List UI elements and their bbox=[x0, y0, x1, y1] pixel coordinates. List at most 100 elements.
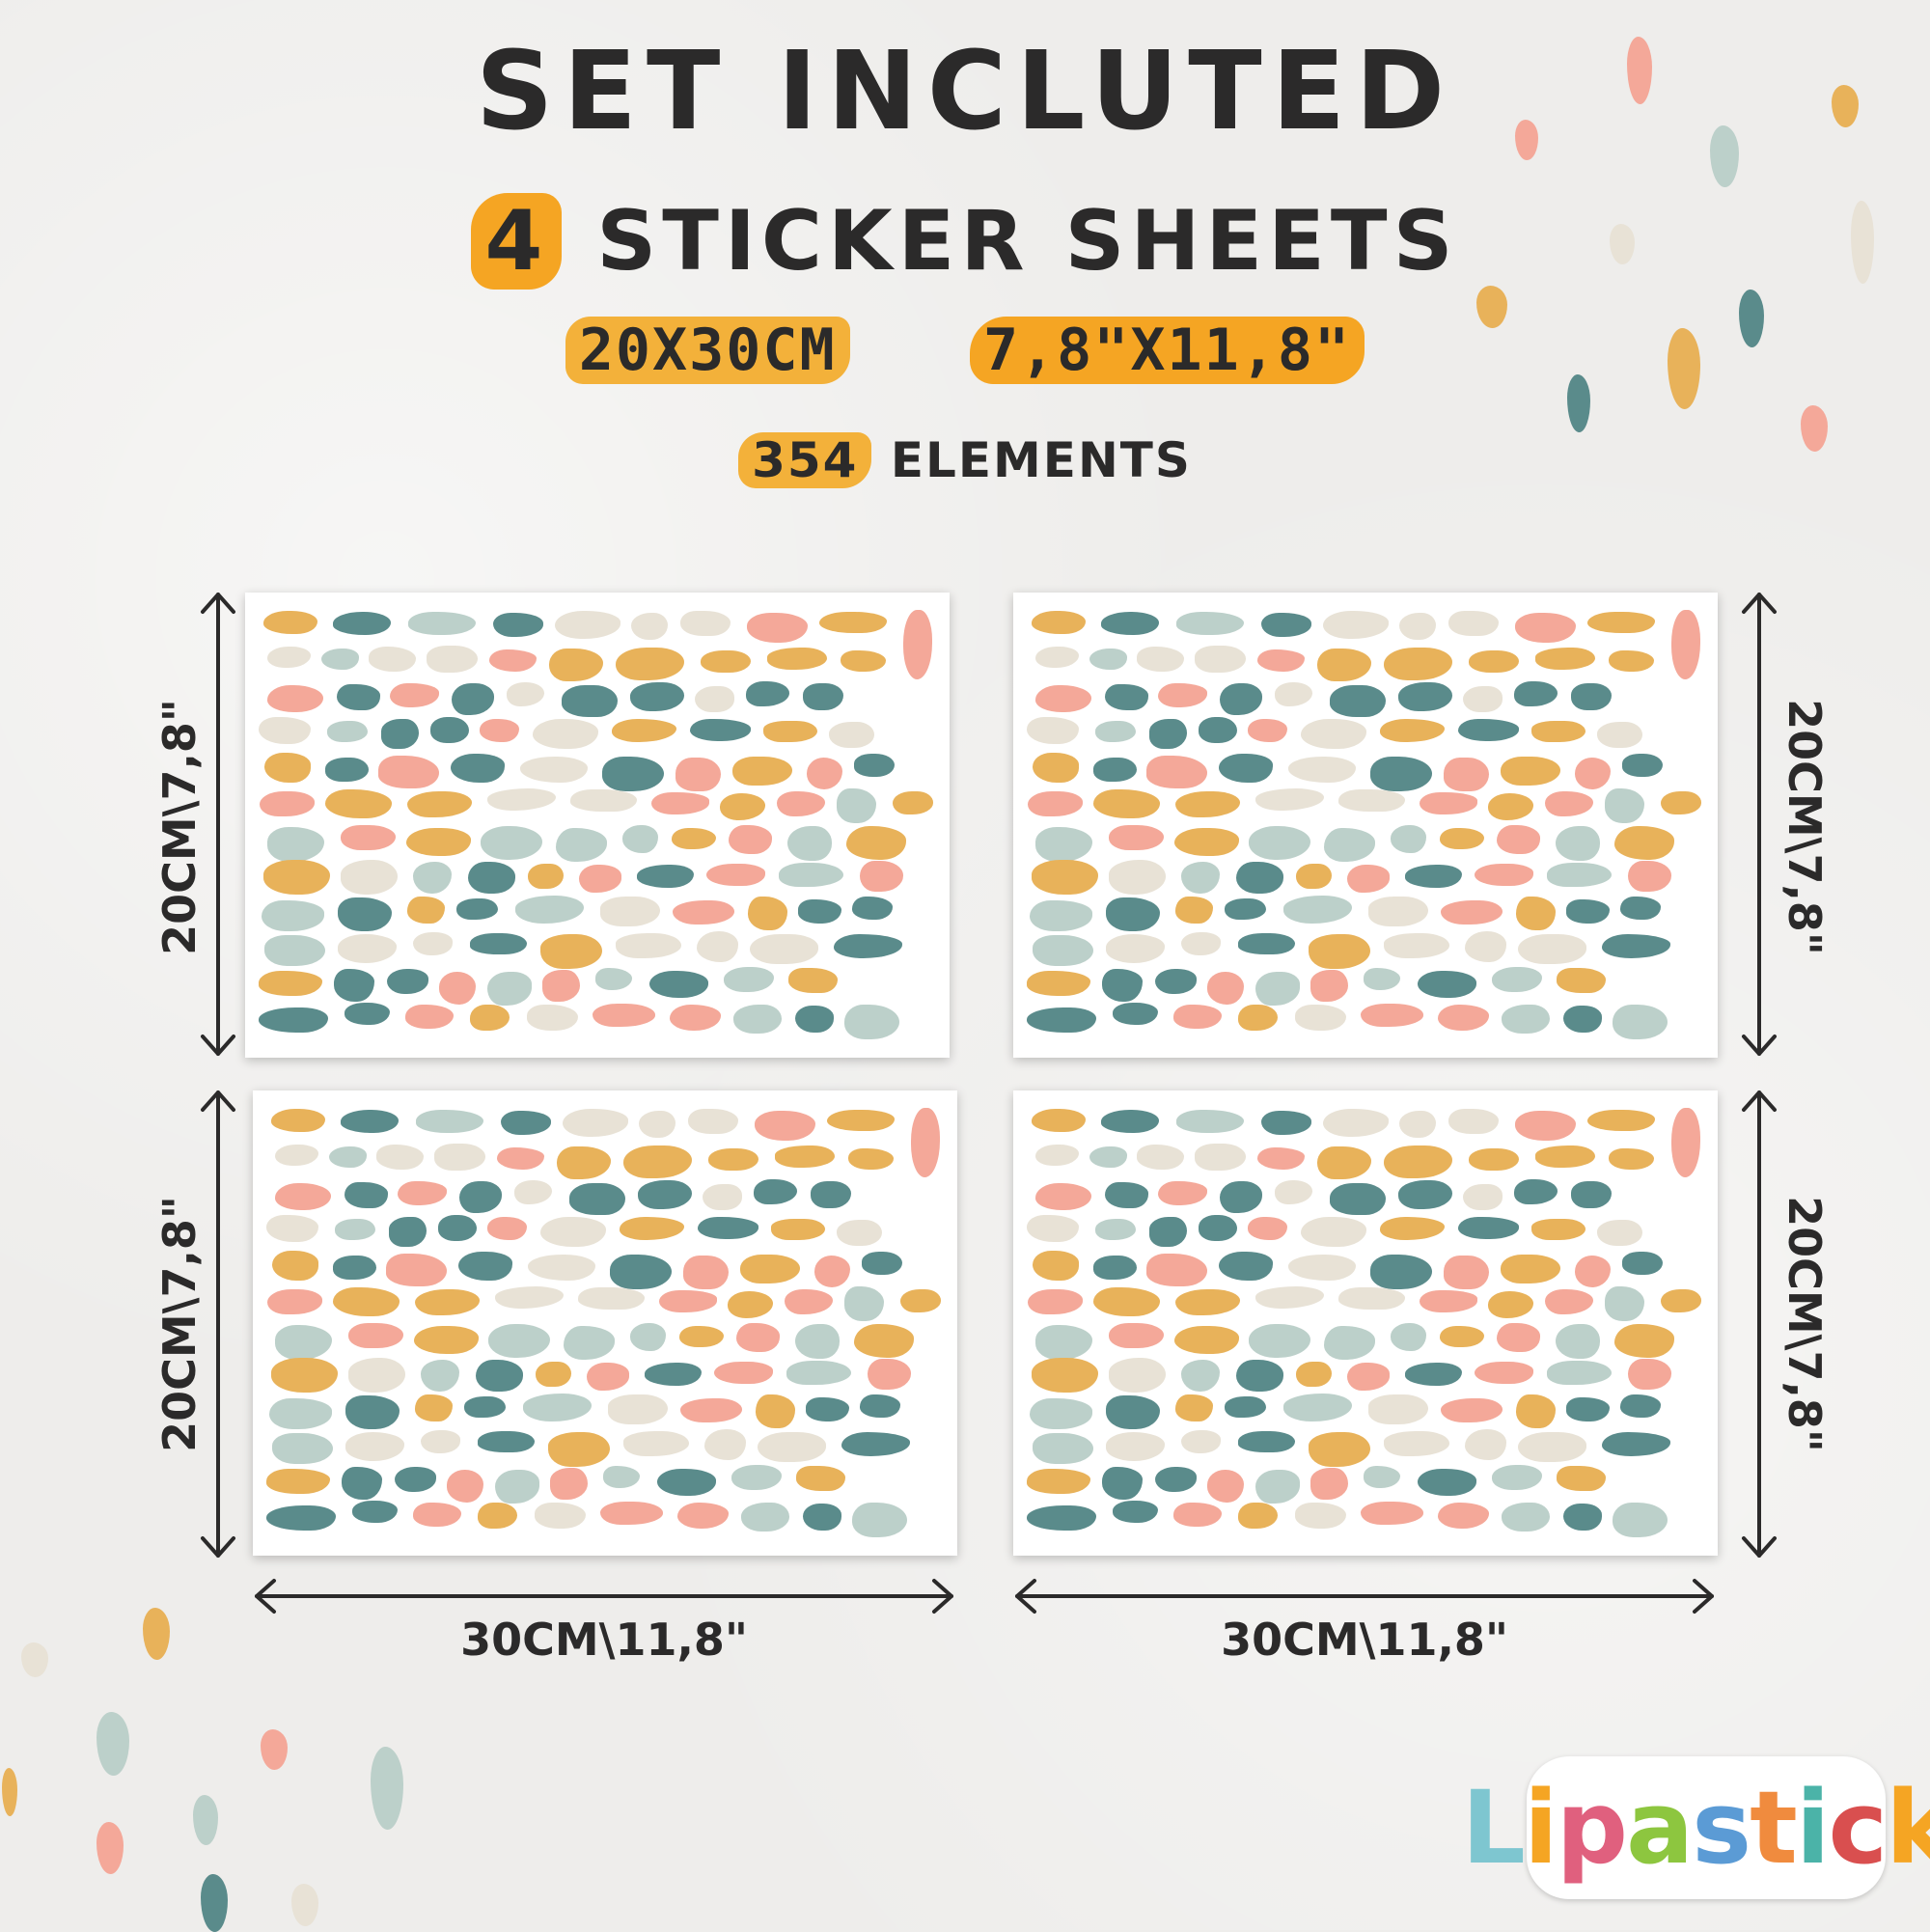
sticker-shape bbox=[1149, 718, 1187, 749]
sticker-shape bbox=[475, 1360, 524, 1393]
sticker-shape bbox=[1367, 897, 1428, 926]
sticker-shape bbox=[720, 792, 766, 820]
sticker-shape bbox=[1501, 1502, 1550, 1532]
size-imperial: 7,8"X11,8" bbox=[969, 317, 1365, 384]
sticker-shape bbox=[1379, 1217, 1445, 1240]
sticker-shape bbox=[735, 1322, 780, 1353]
sticker-shape bbox=[826, 1109, 896, 1131]
sticker-shape bbox=[378, 756, 440, 789]
sticker-shape bbox=[421, 1430, 461, 1453]
sticker-shape bbox=[477, 1503, 517, 1530]
sticker-shape bbox=[669, 1005, 721, 1032]
sheet-count-line: 4 STICKER SHEETS bbox=[0, 193, 1930, 290]
sticker-shape bbox=[1323, 1325, 1375, 1360]
sticker-shape bbox=[486, 1216, 527, 1240]
sticker-shape bbox=[811, 1180, 851, 1209]
sticker-shape bbox=[1109, 1322, 1164, 1348]
sticker-shape bbox=[1398, 1111, 1436, 1139]
sticker-shape bbox=[522, 1394, 592, 1421]
sticker-shape bbox=[550, 1468, 588, 1501]
sticker-sheet-top-right bbox=[1013, 593, 1718, 1058]
sticker-shape bbox=[263, 935, 326, 967]
sticker-shape bbox=[1514, 1179, 1558, 1204]
sticker-shape bbox=[854, 753, 896, 777]
sticker-shape bbox=[412, 1502, 462, 1527]
sticker-shape bbox=[325, 757, 370, 783]
sticker-shape bbox=[1173, 827, 1239, 857]
brush-stroke bbox=[1567, 374, 1590, 432]
sticker-shape bbox=[325, 789, 393, 818]
sticker-shape bbox=[1465, 931, 1506, 963]
sticker-shape bbox=[481, 826, 543, 860]
sticker-shape bbox=[1237, 1503, 1278, 1530]
sticker-shape bbox=[1294, 1004, 1347, 1032]
sticker-shape bbox=[1032, 1433, 1094, 1465]
sticker-shape bbox=[1102, 1467, 1143, 1501]
logo-letter: c bbox=[1828, 1769, 1889, 1887]
sticker-shape bbox=[348, 1358, 406, 1393]
sticker-shape bbox=[1175, 612, 1245, 635]
sticker-shape bbox=[1468, 649, 1519, 673]
sticker-shape bbox=[477, 1431, 536, 1453]
sticker-shape bbox=[1671, 610, 1700, 679]
sticker-shape bbox=[1555, 1324, 1600, 1360]
sticker-shape bbox=[603, 1466, 641, 1488]
brush-stroke bbox=[2, 1768, 17, 1816]
sticker-shape bbox=[398, 1180, 447, 1206]
brush-stroke bbox=[1710, 125, 1739, 187]
height-label-bottom-right: 20CM\7,8" bbox=[1778, 1196, 1831, 1452]
sticker-shape bbox=[437, 1215, 478, 1241]
sticker-shape bbox=[1282, 1394, 1352, 1421]
sticker-shape bbox=[1027, 790, 1084, 817]
sticker-shape bbox=[851, 1503, 907, 1537]
sticker-shape bbox=[1235, 1360, 1284, 1393]
sticker-shape bbox=[381, 718, 419, 749]
sticker-shape bbox=[1137, 1145, 1185, 1170]
sticker-shape bbox=[334, 969, 374, 1003]
sticker-shape bbox=[702, 1183, 742, 1210]
sticker-shape bbox=[774, 1145, 835, 1168]
sticker-shape bbox=[514, 896, 584, 924]
sticker-shape bbox=[1104, 1181, 1148, 1209]
sticker-shape bbox=[1384, 1145, 1453, 1179]
sticker-shape bbox=[1491, 967, 1542, 992]
sticker-shape bbox=[1622, 753, 1664, 777]
sticker-shape bbox=[1347, 864, 1391, 894]
sticker-shape bbox=[1027, 1007, 1096, 1034]
sticker-shape bbox=[1547, 862, 1612, 888]
sticker-shape bbox=[1198, 717, 1238, 743]
sticker-shape bbox=[263, 753, 312, 784]
sticker-shape bbox=[1296, 1362, 1332, 1387]
sticker-shape bbox=[1035, 827, 1093, 862]
sticker-shape bbox=[672, 899, 735, 925]
sticker-shape bbox=[862, 1251, 903, 1275]
sticker-shape bbox=[429, 717, 470, 743]
brush-stroke bbox=[193, 1795, 218, 1845]
sticker-shape bbox=[1531, 1218, 1586, 1241]
sticker-shape bbox=[1338, 789, 1406, 813]
sticker-shape bbox=[1628, 860, 1672, 893]
sticker-shape bbox=[1437, 1005, 1489, 1032]
sticker-shape bbox=[1457, 1216, 1519, 1239]
sticker-shape bbox=[623, 1145, 693, 1179]
brush-stroke bbox=[1627, 37, 1652, 104]
brush-stroke bbox=[21, 1642, 48, 1677]
sticker-shape bbox=[534, 1502, 587, 1530]
sticker-shape bbox=[740, 1255, 800, 1283]
sticker-shape bbox=[1462, 685, 1503, 712]
sticker-shape bbox=[1440, 899, 1503, 925]
sticker-shape bbox=[840, 649, 887, 673]
sticker-shape bbox=[1287, 757, 1357, 783]
sticker-shape bbox=[1622, 1251, 1664, 1275]
sticker-shape bbox=[1544, 1288, 1594, 1314]
sticker-shape bbox=[1517, 934, 1587, 965]
sticker-shape bbox=[1093, 1287, 1161, 1316]
sticker-shape bbox=[486, 971, 532, 1006]
sticker-shape bbox=[1360, 1003, 1423, 1027]
sticker-shape bbox=[501, 1110, 552, 1135]
sticker-shape bbox=[694, 685, 734, 712]
sticker-shape bbox=[1027, 970, 1091, 997]
sticker-shape bbox=[1555, 826, 1600, 862]
sticker-shape bbox=[1384, 1431, 1450, 1456]
sticker-shape bbox=[616, 648, 685, 681]
